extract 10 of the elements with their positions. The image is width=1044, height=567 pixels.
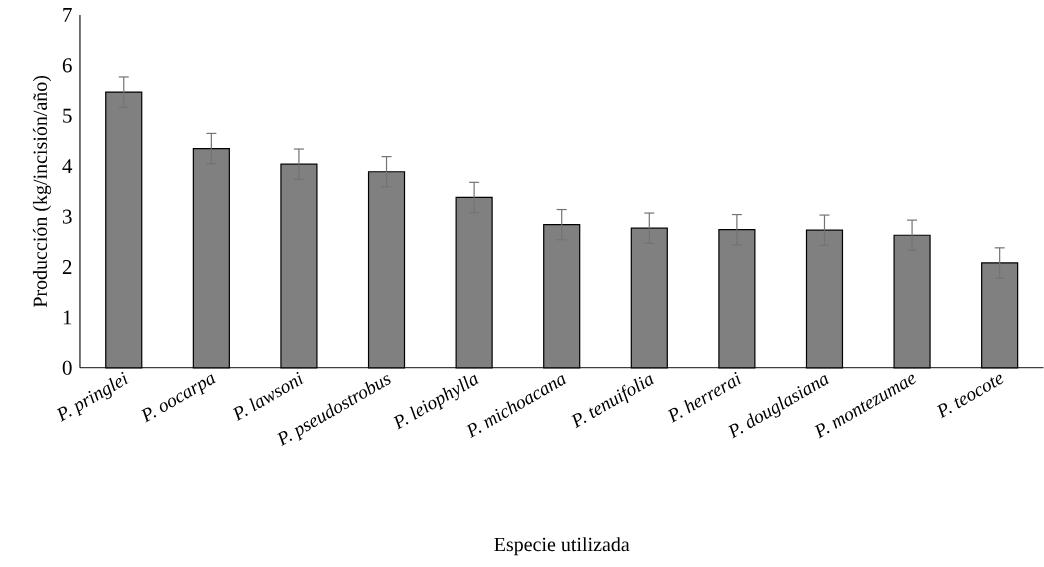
y-axis-title: Producción (kg/incisión/año): [32, 76, 52, 308]
y-tick-label: 2: [62, 260, 72, 275]
y-tick-label: 7: [63, 8, 72, 23]
y-tick-label: 6: [62, 58, 72, 73]
y-tick-label: 0: [62, 360, 72, 376]
x-axis-title: Especie utilizada: [494, 537, 630, 556]
y-tick-label: 3: [62, 209, 72, 224]
y-tick-label: 5: [63, 108, 72, 123]
y-tick-label: 4: [62, 159, 73, 174]
y-tick-label: 1: [63, 310, 72, 325]
